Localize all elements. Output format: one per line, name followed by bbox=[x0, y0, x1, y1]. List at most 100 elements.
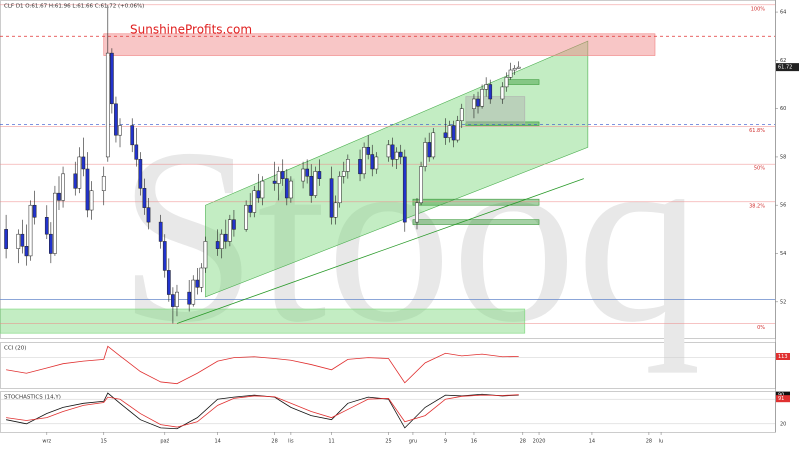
candle-body bbox=[345, 159, 350, 172]
candle-body bbox=[256, 190, 261, 199]
candle-body bbox=[134, 144, 139, 160]
candle-body bbox=[171, 294, 175, 307]
candle-body bbox=[443, 132, 448, 138]
candle-body bbox=[4, 229, 8, 249]
candle-body bbox=[284, 178, 289, 199]
candle-body bbox=[101, 175, 106, 191]
y-tick-label: 58 bbox=[780, 154, 786, 160]
fib-label: 61.8% bbox=[749, 128, 765, 134]
zone bbox=[465, 121, 540, 126]
candle-body bbox=[166, 270, 171, 295]
value-tag-label: 91 bbox=[778, 396, 784, 402]
y-tick-label: 54 bbox=[780, 251, 786, 257]
fib-label: 100% bbox=[751, 6, 766, 12]
candle-body bbox=[24, 246, 29, 257]
candle-body bbox=[337, 175, 342, 204]
candle-body bbox=[484, 84, 489, 90]
candle-body bbox=[130, 125, 135, 146]
candle-body bbox=[333, 202, 338, 218]
y-tick-label: 64 bbox=[780, 10, 786, 16]
candle-body bbox=[114, 103, 118, 136]
candle-body bbox=[20, 233, 25, 247]
price-tag-label: 61.72 bbox=[778, 65, 792, 71]
y-tick-label: 62 bbox=[780, 58, 786, 64]
candle-body bbox=[272, 180, 277, 184]
value-tag bbox=[776, 395, 790, 403]
value-tag bbox=[776, 391, 790, 399]
brand: SunshineProfits.com bbox=[130, 23, 252, 37]
candle-body bbox=[105, 52, 110, 158]
candle-body bbox=[394, 151, 399, 160]
candle-body bbox=[488, 84, 493, 100]
candle-body bbox=[504, 77, 509, 88]
candle-body bbox=[244, 204, 248, 230]
x-tick-label: lu bbox=[659, 439, 664, 445]
candle-body bbox=[366, 147, 371, 155]
zone bbox=[412, 219, 540, 225]
candle-body bbox=[447, 125, 452, 138]
candle-body bbox=[374, 156, 379, 170]
candle-body bbox=[427, 142, 432, 158]
candle-body bbox=[89, 190, 94, 211]
candle-body bbox=[309, 175, 314, 196]
indicator-line bbox=[6, 345, 519, 385]
trendline bbox=[176, 178, 584, 324]
candle-body bbox=[232, 219, 236, 230]
watermark: Stooq bbox=[118, 97, 702, 374]
candle-body bbox=[191, 279, 196, 305]
candle-body bbox=[158, 221, 163, 242]
candle-body bbox=[402, 156, 407, 223]
fib-label: 0% bbox=[757, 325, 765, 331]
candle-body bbox=[419, 166, 423, 204]
x-tick-label: 16 bbox=[471, 439, 477, 445]
panel-title: STOCHASTICS (14,Y) bbox=[4, 395, 61, 401]
candle-body bbox=[85, 168, 90, 211]
candle-body bbox=[260, 180, 265, 199]
candle-body bbox=[305, 168, 310, 177]
indicator-line bbox=[6, 392, 519, 430]
candle-body bbox=[195, 279, 200, 288]
candle-body bbox=[370, 154, 375, 170]
chart-title: CLF D1 O:61.67 H:61.96 L:61.66 C:61.72 (… bbox=[4, 4, 144, 10]
candle-body bbox=[28, 204, 33, 257]
x-tick-label: lis bbox=[288, 439, 294, 445]
candle-body bbox=[44, 217, 49, 235]
candle-body bbox=[203, 241, 208, 269]
x-tick-label: paź bbox=[160, 438, 169, 445]
x-tick-label: 28 bbox=[520, 439, 526, 445]
candle-body bbox=[390, 144, 395, 160]
y-tick-label: 52 bbox=[780, 299, 786, 305]
fib-label: 50% bbox=[754, 166, 765, 172]
x-tick-label: 11 bbox=[328, 439, 334, 445]
candle-body bbox=[81, 156, 86, 170]
candle-body bbox=[162, 241, 167, 271]
price-tag bbox=[776, 63, 799, 72]
zone bbox=[103, 33, 656, 56]
candle-body bbox=[512, 68, 517, 71]
x-tick-label: 14 bbox=[589, 439, 595, 445]
candle-body bbox=[57, 192, 61, 201]
candle-body bbox=[61, 173, 65, 201]
x-tick-label: 15 bbox=[101, 439, 107, 445]
x-tick-label: 14 bbox=[214, 439, 220, 445]
value-tag-label: 113 bbox=[778, 354, 788, 360]
x-tick-label: 28 bbox=[646, 439, 652, 445]
candle-body bbox=[423, 142, 427, 167]
candle-body bbox=[53, 192, 57, 254]
candle-body bbox=[289, 180, 293, 199]
candle-body bbox=[329, 178, 334, 218]
candle-body bbox=[142, 188, 147, 208]
y-tick-label: 56 bbox=[780, 203, 786, 209]
candle-body bbox=[500, 86, 505, 100]
candle-body bbox=[431, 132, 436, 158]
zone bbox=[0, 308, 526, 334]
candle-body bbox=[32, 204, 37, 218]
candle-body bbox=[386, 144, 391, 158]
candle-body bbox=[175, 291, 179, 307]
candle-body bbox=[455, 120, 460, 141]
candle-body bbox=[480, 89, 484, 107]
candle-body bbox=[118, 125, 122, 136]
candle-body bbox=[199, 267, 204, 288]
